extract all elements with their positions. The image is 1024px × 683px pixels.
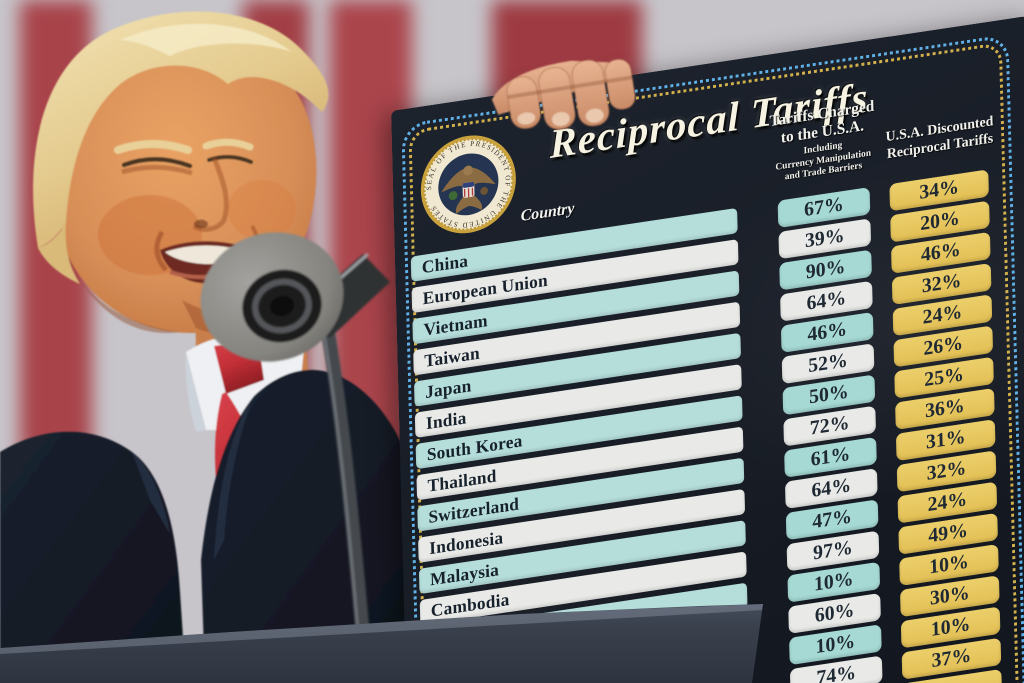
suit-left xyxy=(0,431,186,683)
hair xyxy=(33,11,329,249)
tariff-board: SEAL OF THE PRESIDENT OF THE UNITED STAT… xyxy=(391,13,1024,683)
mic-boom xyxy=(321,325,373,677)
hand-holding-board xyxy=(491,58,636,130)
suit-right xyxy=(201,369,428,683)
presidential-seal-icon: SEAL OF THE PRESIDENT OF THE UNITED STAT… xyxy=(420,134,516,235)
microphone xyxy=(200,232,390,677)
